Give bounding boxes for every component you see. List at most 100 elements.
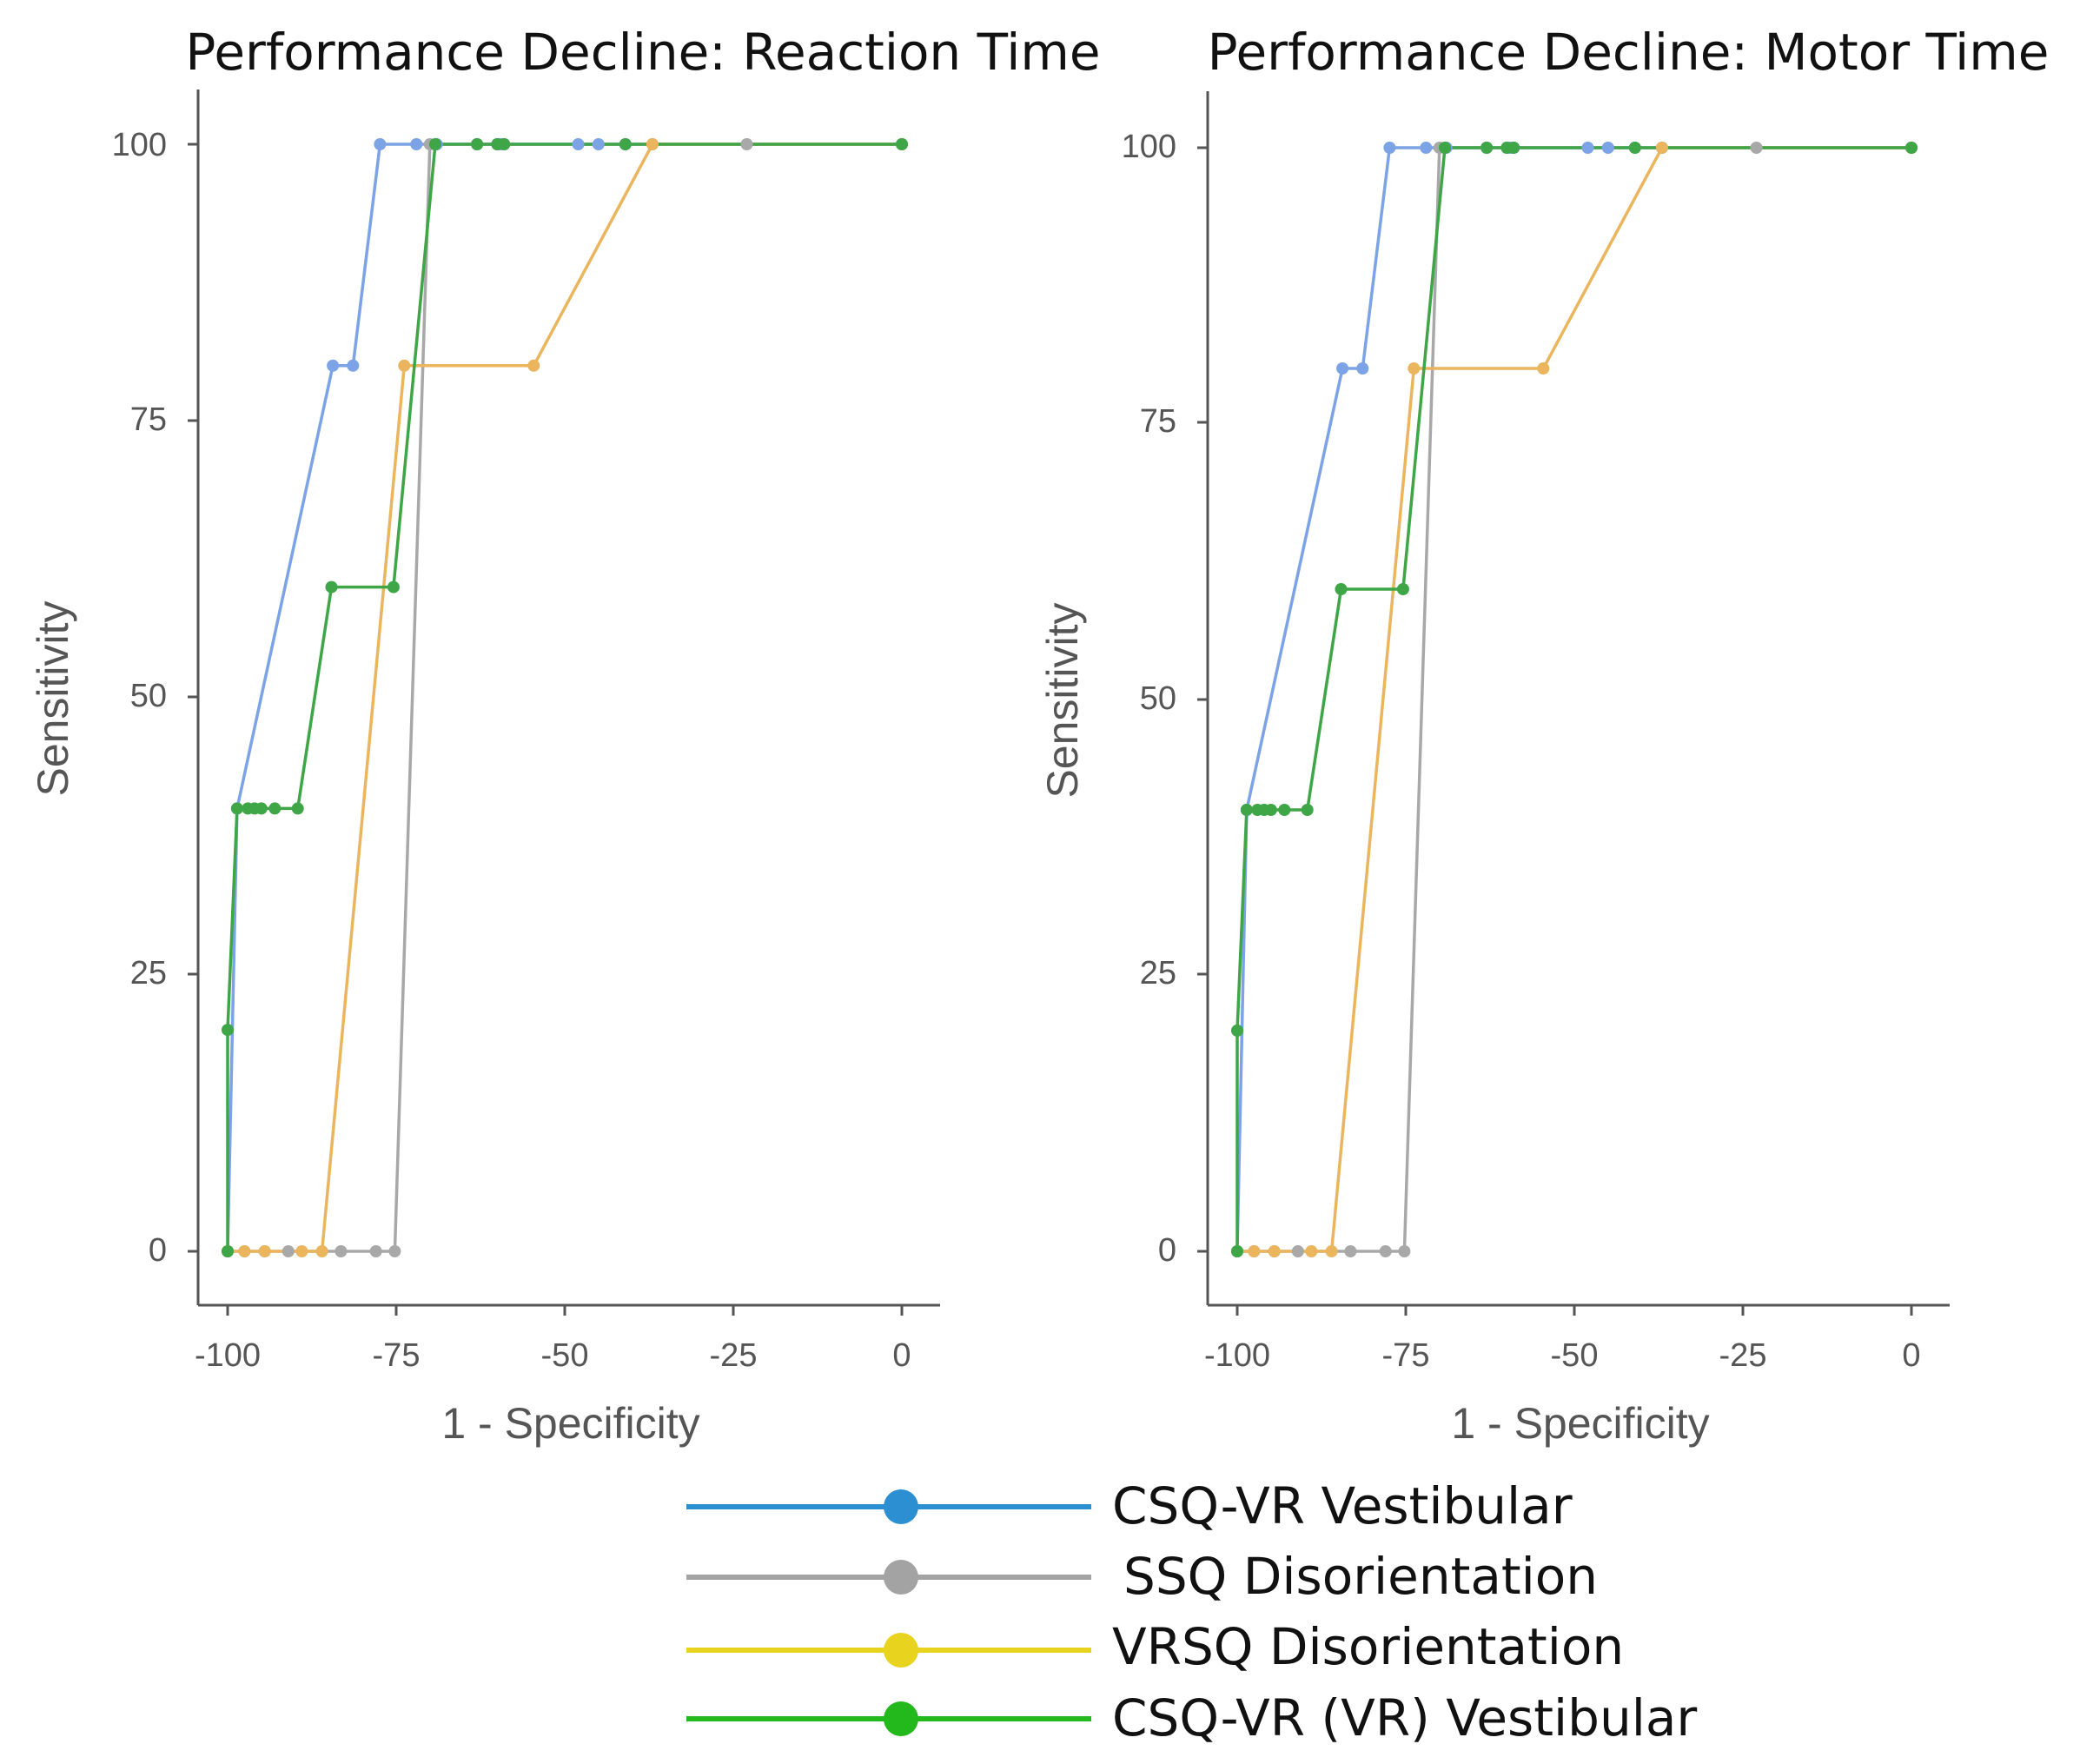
- data-point-csq-vr-vr-vestibular: [1507, 142, 1520, 154]
- data-point-csq-vr-vestibular: [374, 138, 387, 150]
- y-axis-label: Sensitivity: [1038, 602, 1087, 798]
- data-point-vrsq-disorientation: [1268, 1245, 1281, 1257]
- data-point-ssq-disorientation: [1291, 1245, 1304, 1257]
- y-tick-label: 100: [1122, 129, 1176, 165]
- legend-marker: [884, 1701, 918, 1736]
- data-point-ssq-disorientation: [282, 1245, 295, 1257]
- data-point-csq-vr-vestibular: [410, 138, 423, 150]
- legend-item: SSQ Disorientation: [686, 1547, 1598, 1606]
- chart-panel-motor-time: Performance Decline: Motor Time 0 25 50 …: [1038, 23, 2049, 1448]
- data-point-ssq-disorientation: [1379, 1245, 1392, 1257]
- data-point-ssq-disorientation: [1344, 1245, 1357, 1257]
- data-point-csq-vr-vestibular: [1356, 362, 1369, 375]
- data-point-vrsq-disorientation: [315, 1245, 328, 1257]
- data-point-ssq-disorientation: [1750, 142, 1763, 154]
- data-point-csq-vr-vr-vestibular: [1231, 1025, 1243, 1037]
- data-point-vrsq-disorientation: [646, 138, 659, 150]
- chart-title: Performance Decline: Motor Time: [1208, 23, 2050, 82]
- data-point-csq-vr-vr-vestibular: [1231, 1245, 1243, 1257]
- data-point-csq-vr-vr-vestibular: [896, 138, 908, 150]
- data-point-csq-vr-vr-vestibular: [1628, 142, 1641, 154]
- x-tick-label: 0: [1902, 1337, 1920, 1374]
- x-tick-label: -25: [710, 1337, 758, 1374]
- data-point-csq-vr-vr-vestibular: [222, 1245, 234, 1257]
- data-point-csq-vr-vr-vestibular: [255, 802, 268, 815]
- y-tick-label: 25: [130, 955, 167, 991]
- data-point-csq-vr-vestibular: [327, 359, 340, 372]
- legend-label: VRSQ Disorientation: [1112, 1617, 1624, 1676]
- y-tick-label: 0: [1158, 1232, 1176, 1269]
- x-tick-label: -75: [373, 1337, 421, 1374]
- data-point-vrsq-disorientation: [258, 1245, 271, 1257]
- legend-label: CSQ-VR (VR) Vestibular: [1112, 1688, 1697, 1747]
- legend-marker: [884, 1489, 918, 1524]
- x-tick-label: -25: [1719, 1337, 1767, 1374]
- data-point-csq-vr-vr-vestibular: [619, 138, 632, 150]
- data-point-csq-vr-vestibular: [1420, 142, 1433, 154]
- x-tick-label: -50: [1551, 1337, 1599, 1374]
- data-point-vrsq-disorientation: [1408, 362, 1421, 375]
- data-point-csq-vr-vr-vestibular: [222, 1024, 234, 1037]
- plot-area: [1231, 142, 1918, 1257]
- y-tick-label: 100: [112, 127, 167, 163]
- data-point-csq-vr-vr-vestibular: [325, 580, 338, 594]
- y-tick-label: 75: [130, 401, 167, 438]
- x-tick-label: -50: [541, 1337, 589, 1374]
- data-point-csq-vr-vestibular: [592, 138, 605, 150]
- legend-label: CSQ-VR Vestibular: [1112, 1476, 1573, 1535]
- data-point-csq-vr-vr-vestibular: [1301, 804, 1314, 816]
- x-axis-label: 1 - Specificity: [1451, 1399, 1709, 1448]
- data-point-csq-vr-vr-vestibular: [1439, 142, 1451, 154]
- y-tick-label: 0: [149, 1232, 167, 1269]
- legend-label: SSQ Disorientation: [1123, 1547, 1598, 1606]
- data-point-csq-vr-vr-vestibular: [1481, 142, 1494, 154]
- legend-marker: [884, 1560, 918, 1595]
- data-point-ssq-disorientation: [1398, 1245, 1411, 1257]
- data-point-vrsq-disorientation: [1248, 1245, 1261, 1257]
- data-point-vrsq-disorientation: [238, 1245, 251, 1257]
- data-point-csq-vr-vr-vestibular: [1240, 804, 1253, 816]
- data-point-csq-vr-vr-vestibular: [1905, 142, 1918, 154]
- y-tick-label: 50: [130, 678, 167, 714]
- data-point-csq-vr-vr-vestibular: [1335, 583, 1348, 595]
- series-line-vrsq-disorientation: [228, 143, 902, 1253]
- y-tick-label: 25: [1140, 955, 1176, 991]
- data-point-ssq-disorientation: [335, 1245, 348, 1257]
- data-point-csq-vr-vr-vestibular: [1278, 804, 1291, 816]
- data-point-csq-vr-vestibular: [1581, 142, 1594, 154]
- data-point-csq-vr-vestibular: [1336, 362, 1349, 375]
- data-point-csq-vr-vr-vestibular: [268, 802, 282, 815]
- legend-item: VRSQ Disorientation: [686, 1617, 1624, 1676]
- y-tick-label: 50: [1140, 680, 1176, 717]
- data-point-csq-vr-vr-vestibular: [498, 138, 511, 150]
- data-point-csq-vr-vr-vestibular: [1396, 583, 1409, 595]
- x-tick-label: -100: [1204, 1337, 1270, 1374]
- data-point-vrsq-disorientation: [295, 1245, 308, 1257]
- series-line-vrsq-disorientation: [1237, 146, 1911, 1253]
- data-point-csq-vr-vestibular: [347, 359, 360, 372]
- legend-item: CSQ-VR Vestibular: [686, 1476, 1573, 1535]
- data-point-ssq-disorientation: [388, 1245, 401, 1257]
- x-tick-label: 0: [892, 1337, 911, 1374]
- legend-marker: [884, 1633, 918, 1668]
- chart-panel-reaction-time: Performance Decline: Reaction Time 0 25 …: [29, 23, 1101, 1448]
- data-point-csq-vr-vestibular: [1383, 142, 1396, 154]
- data-point-csq-vr-vr-vestibular: [230, 802, 243, 815]
- chart-title: Performance Decline: Reaction Time: [185, 23, 1100, 82]
- data-point-csq-vr-vestibular: [572, 138, 585, 150]
- data-point-ssq-disorientation: [369, 1245, 382, 1257]
- data-point-vrsq-disorientation: [1537, 362, 1550, 375]
- data-point-csq-vr-vr-vestibular: [387, 580, 400, 594]
- data-point-csq-vr-vr-vestibular: [291, 802, 304, 815]
- data-point-vrsq-disorientation: [398, 359, 411, 372]
- legend: CSQ-VR Vestibular SSQ Disorientation VRS…: [686, 1476, 1697, 1747]
- x-tick-label: -75: [1382, 1337, 1430, 1374]
- x-axis-label: 1 - Specificity: [441, 1399, 699, 1448]
- data-point-vrsq-disorientation: [527, 359, 540, 372]
- legend-item: CSQ-VR (VR) Vestibular: [686, 1688, 1697, 1747]
- y-axis-label: Sensitivity: [29, 600, 77, 796]
- data-point-vrsq-disorientation: [1325, 1245, 1338, 1257]
- x-tick-label: -100: [195, 1337, 261, 1374]
- y-tick-label: 75: [1140, 403, 1176, 440]
